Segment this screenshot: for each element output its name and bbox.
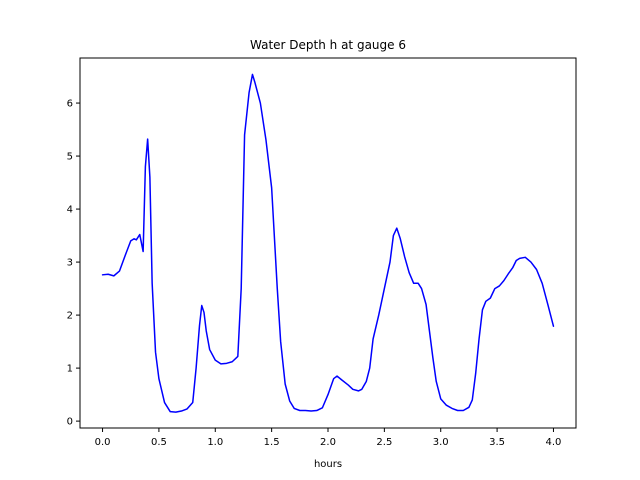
x-tick-label: 1.5 xyxy=(264,437,280,448)
x-tick-label: 3.5 xyxy=(489,437,505,448)
chart-title: Water Depth h at gauge 6 xyxy=(250,38,406,52)
y-tick-label: 4 xyxy=(67,205,73,216)
y-tick-label: 6 xyxy=(67,99,73,110)
x-tick-label: 1.0 xyxy=(207,437,223,448)
x-tick-label: 0.0 xyxy=(95,437,111,448)
plot-area xyxy=(101,73,555,413)
x-tick-label: 0.5 xyxy=(151,437,167,448)
y-tick-label: 1 xyxy=(67,364,73,375)
x-tick-label: 3.0 xyxy=(433,437,449,448)
x-axis-label: hours xyxy=(314,459,342,470)
x-tick-label: 4.0 xyxy=(546,437,562,448)
axis-ticks: 0.0 0.5 1.0 1.5 2.0 2.5 3.0 3.5 4.0 0 1 2 3 4 5 6 xyxy=(67,99,562,448)
x-tick-label: 2.0 xyxy=(320,437,336,448)
y-tick-label: 2 xyxy=(67,311,73,322)
y-tick-label: 3 xyxy=(67,258,73,269)
y-tick-label: 5 xyxy=(67,152,73,163)
x-tick-label: 2.5 xyxy=(376,437,392,448)
series-line-0 xyxy=(101,73,555,413)
y-tick-label: 0 xyxy=(67,417,73,428)
